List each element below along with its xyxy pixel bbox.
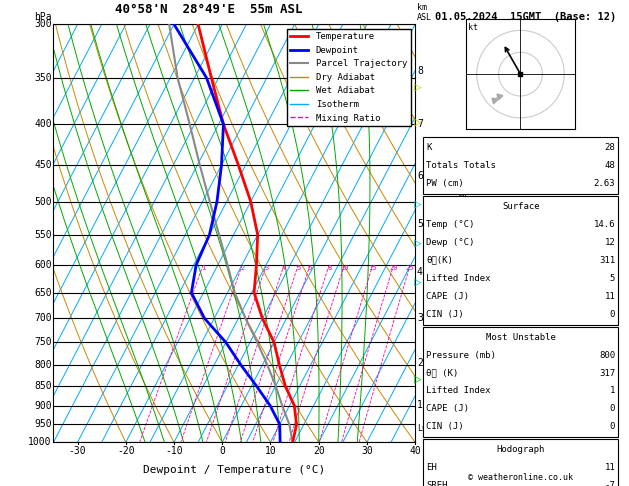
Text: 2: 2: [240, 265, 244, 271]
Text: 01.05.2024  15GMT  (Base: 12): 01.05.2024 15GMT (Base: 12): [435, 12, 616, 22]
Text: Dewpoint / Temperature (°C): Dewpoint / Temperature (°C): [143, 465, 325, 475]
Text: 7: 7: [417, 119, 423, 129]
Text: K: K: [426, 143, 432, 152]
Text: PW (cm): PW (cm): [426, 179, 464, 188]
Text: Temp (°C): Temp (°C): [426, 220, 475, 229]
Text: CIN (J): CIN (J): [426, 310, 464, 319]
Text: Totals Totals: Totals Totals: [426, 161, 496, 170]
Text: Most Unstable: Most Unstable: [486, 332, 556, 342]
Text: 5: 5: [296, 265, 301, 271]
Text: CAPE (J): CAPE (J): [426, 292, 469, 301]
Text: 1: 1: [201, 265, 205, 271]
Text: -7: -7: [604, 481, 615, 486]
Text: EH: EH: [426, 463, 437, 472]
Text: ▷: ▷: [414, 81, 421, 94]
Text: 8: 8: [417, 66, 423, 76]
Text: 1000: 1000: [28, 437, 52, 447]
Text: 11: 11: [604, 463, 615, 472]
Legend: Temperature, Dewpoint, Parcel Trajectory, Dry Adiabat, Wet Adiabat, Isotherm, Mi: Temperature, Dewpoint, Parcel Trajectory…: [287, 29, 411, 126]
Text: 450: 450: [34, 160, 52, 170]
Text: 800: 800: [34, 360, 52, 370]
Text: © weatheronline.co.uk: © weatheronline.co.uk: [469, 473, 573, 482]
Text: ▷: ▷: [414, 373, 421, 385]
Text: 650: 650: [34, 288, 52, 298]
Text: 0: 0: [610, 404, 615, 414]
Text: 0: 0: [220, 447, 225, 456]
Text: Pressure (mb): Pressure (mb): [426, 350, 496, 360]
Text: 40°58'N  28°49'E  55m ASL: 40°58'N 28°49'E 55m ASL: [115, 3, 303, 16]
Text: 800: 800: [599, 350, 615, 360]
Text: -30: -30: [69, 447, 86, 456]
Text: 400: 400: [34, 119, 52, 129]
Text: ▷: ▷: [414, 198, 421, 210]
Text: 11: 11: [604, 292, 615, 301]
Text: Mixing Ratio (g/kg): Mixing Ratio (g/kg): [458, 186, 467, 281]
Text: 0: 0: [610, 310, 615, 319]
Text: ▷: ▷: [414, 115, 421, 128]
Text: -10: -10: [165, 447, 183, 456]
Text: 0: 0: [610, 422, 615, 432]
Text: 700: 700: [34, 313, 52, 324]
Text: 900: 900: [34, 400, 52, 411]
Text: hPa: hPa: [34, 12, 52, 22]
Text: Lifted Index: Lifted Index: [426, 386, 491, 396]
Text: 10: 10: [340, 265, 348, 271]
Text: Surface: Surface: [502, 202, 540, 211]
Text: 3: 3: [264, 265, 269, 271]
Text: Lifted Index: Lifted Index: [426, 274, 491, 283]
Text: 1: 1: [417, 400, 423, 410]
Text: 1: 1: [610, 386, 615, 396]
Text: SREH: SREH: [426, 481, 448, 486]
Text: CIN (J): CIN (J): [426, 422, 464, 432]
Text: 550: 550: [34, 230, 52, 240]
Text: 2.63: 2.63: [594, 179, 615, 188]
Text: -20: -20: [117, 447, 135, 456]
Text: 600: 600: [34, 260, 52, 270]
Text: 317: 317: [599, 368, 615, 378]
Text: 6: 6: [308, 265, 312, 271]
Text: 8: 8: [327, 265, 331, 271]
Text: 28: 28: [604, 143, 615, 152]
Text: CAPE (J): CAPE (J): [426, 404, 469, 414]
Text: 25: 25: [406, 265, 415, 271]
Text: 3: 3: [417, 313, 423, 324]
Text: ▷: ▷: [414, 237, 421, 249]
Text: km
ASL: km ASL: [417, 3, 432, 22]
Text: ▷: ▷: [414, 276, 421, 288]
Text: 5: 5: [610, 274, 615, 283]
Text: kt: kt: [468, 23, 478, 32]
Text: 20: 20: [389, 265, 398, 271]
Text: 4: 4: [417, 267, 423, 278]
Text: 311: 311: [599, 256, 615, 265]
Text: θᴇ(K): θᴇ(K): [426, 256, 454, 265]
Text: 850: 850: [34, 381, 52, 391]
Text: 10: 10: [265, 447, 276, 456]
Text: 14.6: 14.6: [594, 220, 615, 229]
Text: Dewp (°C): Dewp (°C): [426, 238, 475, 247]
Text: 48: 48: [604, 161, 615, 170]
Text: 950: 950: [34, 419, 52, 430]
Text: θᴇ (K): θᴇ (K): [426, 368, 459, 378]
Text: 5: 5: [417, 220, 423, 229]
Text: 12: 12: [604, 238, 615, 247]
Text: 15: 15: [369, 265, 377, 271]
Text: 500: 500: [34, 197, 52, 207]
Text: Hodograph: Hodograph: [497, 445, 545, 454]
Text: 20: 20: [313, 447, 325, 456]
Text: 350: 350: [34, 73, 52, 83]
Text: 30: 30: [361, 447, 373, 456]
Text: 2: 2: [417, 358, 423, 367]
Text: 750: 750: [34, 337, 52, 347]
Text: 40: 40: [409, 447, 421, 456]
Text: LCL: LCL: [417, 424, 432, 433]
Text: 6: 6: [417, 171, 423, 181]
Text: 300: 300: [34, 19, 52, 29]
Text: 4: 4: [282, 265, 286, 271]
